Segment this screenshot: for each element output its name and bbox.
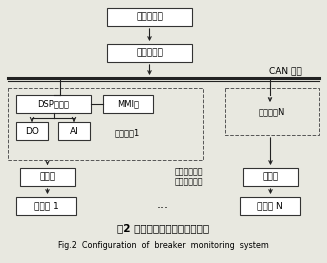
Bar <box>103 95 153 113</box>
Text: 监测装置N: 监测装置N <box>259 107 285 116</box>
Text: 程、振动测量: 程、振动测量 <box>175 178 203 186</box>
Text: CAN 总线: CAN 总线 <box>268 67 301 75</box>
Text: 传感器: 传感器 <box>263 173 279 181</box>
Text: AI: AI <box>70 127 78 135</box>
Text: 传感器: 传感器 <box>40 173 56 181</box>
Bar <box>107 8 192 26</box>
Text: Fig.2  Configuration  of  breaker  monitoring  system: Fig.2 Configuration of breaker monitorin… <box>58 241 268 250</box>
Bar <box>16 95 91 113</box>
Text: 监测装置1: 监测装置1 <box>115 129 140 138</box>
Bar <box>240 197 300 215</box>
Bar <box>8 88 203 160</box>
Text: MMI板: MMI板 <box>117 99 139 109</box>
Bar <box>243 168 298 186</box>
Text: DO: DO <box>25 127 39 135</box>
Text: 图2 断路器在线监测系统的结构: 图2 断路器在线监测系统的结构 <box>117 223 209 233</box>
Text: 上位机系统: 上位机系统 <box>136 13 163 22</box>
Text: ...: ... <box>157 199 169 211</box>
Bar <box>20 168 75 186</box>
Text: 断路器 N: 断路器 N <box>257 201 283 210</box>
Text: 通信前置机: 通信前置机 <box>136 48 163 58</box>
Text: DSP主控板: DSP主控板 <box>38 99 69 109</box>
Bar <box>107 44 192 62</box>
Text: 电流测量、行: 电流测量、行 <box>175 168 203 176</box>
Bar <box>58 122 90 140</box>
Bar <box>16 122 48 140</box>
Bar <box>16 197 76 215</box>
Text: 断路器 1: 断路器 1 <box>34 201 59 210</box>
Bar <box>225 88 319 135</box>
